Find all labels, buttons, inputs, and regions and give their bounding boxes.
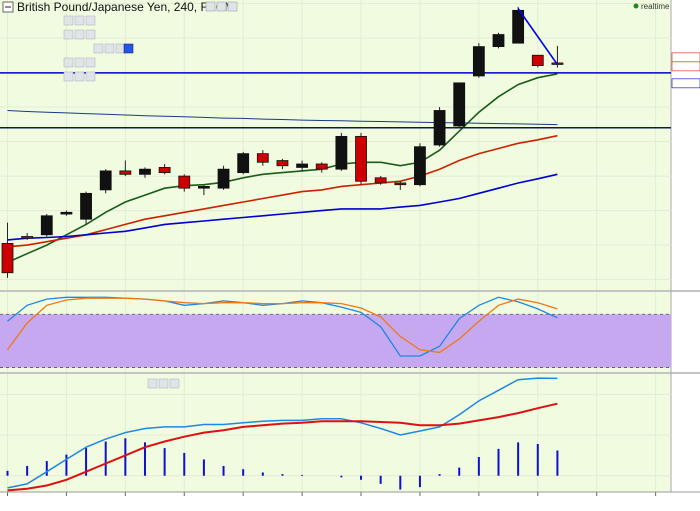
candle-body — [197, 186, 210, 189]
legend-control-icon — [85, 29, 96, 40]
candle-body — [394, 182, 407, 186]
legend-control-icon — [104, 43, 115, 54]
stoch-series-line — [6, 297, 558, 354]
ma-series-line — [7, 110, 558, 126]
header-icon-group[interactable] — [205, 1, 238, 12]
candle-body — [374, 177, 387, 184]
legend-control-icon — [74, 57, 85, 68]
macd-control-icon — [147, 378, 158, 389]
candle-body — [217, 168, 230, 189]
candle-body — [99, 170, 112, 191]
candle-body — [119, 170, 132, 175]
macd-series-line — [7, 377, 558, 489]
realtime-dot-icon — [633, 3, 639, 9]
candle-body — [472, 46, 485, 77]
candle-body — [237, 153, 250, 174]
candle-body — [296, 163, 309, 168]
legend-control-icon — [63, 15, 74, 26]
macd-legend — [147, 378, 180, 389]
candle-body — [158, 167, 171, 174]
legend-control-icon — [85, 57, 96, 68]
realtime-label: realtime — [641, 2, 670, 11]
axes-layer — [0, 52, 700, 496]
price-layer — [0, 6, 671, 278]
chart-title: British Pound/Japanese Yen, 240, FXCM — [17, 0, 234, 14]
close-icon[interactable] — [227, 1, 238, 12]
price-marker-box — [671, 52, 700, 63]
candle-body — [453, 82, 466, 127]
candle-body — [276, 160, 289, 167]
candle-body — [21, 236, 34, 239]
legend-control-icon — [115, 43, 126, 54]
legend-control-icon — [63, 29, 74, 40]
gear-icon[interactable] — [216, 1, 227, 12]
candle-body — [531, 54, 544, 66]
macd-series-line — [7, 402, 558, 492]
legend-control-icon — [85, 71, 96, 82]
legend-control-icon — [74, 15, 85, 26]
macd-panel-bg — [0, 374, 671, 492]
legend-control-icon — [85, 15, 96, 26]
ma-series-line — [7, 134, 558, 248]
legend-control-icon — [93, 43, 104, 54]
legend-control-icon — [63, 57, 74, 68]
collapse-icon[interactable] — [2, 1, 14, 13]
legend-active-icon — [123, 43, 134, 54]
candle-body — [178, 175, 191, 189]
candle-body — [1, 242, 14, 274]
candle-body — [492, 34, 505, 48]
ma-series-line — [7, 73, 558, 264]
candle-body — [60, 211, 73, 215]
candle-body — [315, 163, 328, 170]
legend-control-icon — [74, 71, 85, 82]
candle-body — [355, 135, 367, 182]
price-marker-box — [671, 78, 700, 89]
stoch-band — [0, 314, 671, 368]
candle-body — [512, 9, 525, 44]
candle-body — [433, 110, 446, 146]
candle-body — [414, 146, 426, 186]
stoch-layer — [0, 296, 671, 368]
price-marker-box — [671, 61, 700, 72]
candle-body — [335, 135, 348, 170]
legend-control-icon — [74, 29, 85, 40]
macd-layer — [6, 377, 559, 492]
legend-control-icon — [63, 71, 74, 82]
macd-control-icon — [169, 378, 180, 389]
candle-body — [256, 153, 269, 163]
macd-control-icon — [158, 378, 169, 389]
candle-body — [40, 215, 53, 236]
trendline — [517, 8, 559, 66]
ma-series-line — [7, 173, 558, 241]
candle-body — [139, 168, 151, 175]
eye-icon[interactable] — [205, 1, 216, 12]
indicator-legend — [63, 15, 134, 82]
axis-strip — [671, 0, 700, 511]
candle-body — [80, 192, 92, 220]
chart-header: British Pound/Japanese Yen, 240, FXCM re… — [2, 0, 670, 14]
